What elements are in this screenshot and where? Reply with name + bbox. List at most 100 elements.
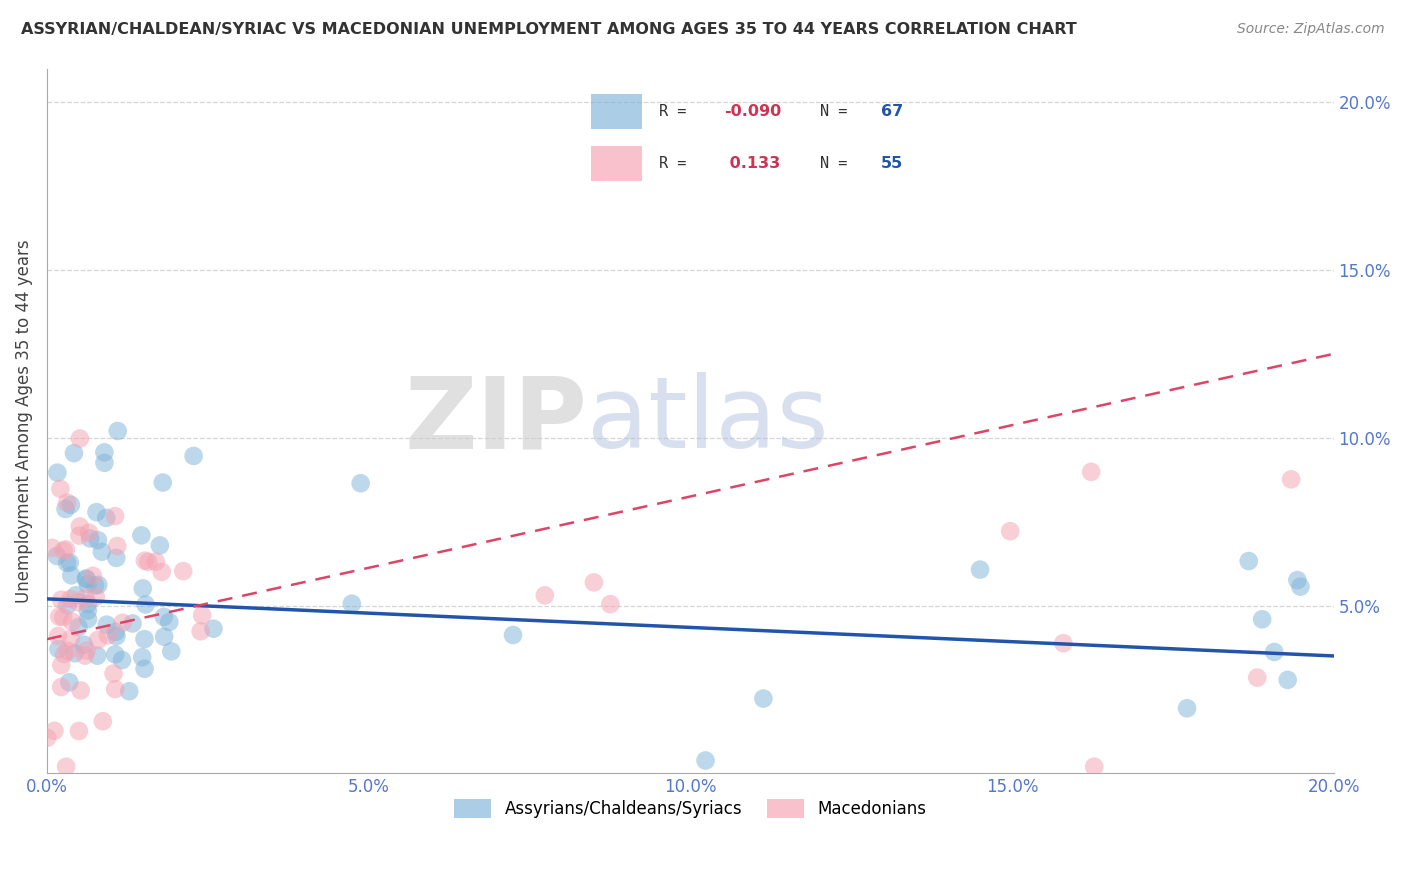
Point <box>87 578 110 592</box>
Point <box>93 456 115 470</box>
Point <box>1237 554 1260 568</box>
Point <box>67 620 90 634</box>
Point <box>153 610 176 624</box>
Point <box>46 466 69 480</box>
Point <box>90 544 112 558</box>
Point <box>69 519 91 533</box>
Point <box>76 643 98 657</box>
Legend: Assyrians/Chaldeans/Syriacs, Macedonians: Assyrians/Chaldeans/Syriacs, Macedonians <box>447 792 932 825</box>
Point <box>45 549 67 563</box>
Point <box>131 650 153 665</box>
Point <box>145 555 167 569</box>
Point <box>111 615 134 630</box>
Point <box>55 760 77 774</box>
Text: ASSYRIAN/CHALDEAN/SYRIAC VS MACEDONIAN UNEMPLOYMENT AMONG AGES 35 TO 44 YEARS CO: ASSYRIAN/CHALDEAN/SYRIAC VS MACEDONIAN U… <box>21 22 1077 37</box>
Point <box>160 644 183 658</box>
Point <box>46 629 69 643</box>
Point <box>86 505 108 519</box>
Point <box>58 675 80 690</box>
Point <box>134 554 156 568</box>
Point <box>55 502 77 516</box>
Point <box>1080 465 1102 479</box>
Point <box>350 476 373 491</box>
Point <box>84 578 107 592</box>
Point <box>56 644 79 658</box>
Point <box>105 539 128 553</box>
Point <box>76 577 98 591</box>
Point <box>60 568 83 582</box>
Point <box>69 432 91 446</box>
Point <box>67 724 90 739</box>
Point <box>1052 636 1074 650</box>
Point <box>582 575 605 590</box>
Point <box>998 524 1021 538</box>
Point <box>49 482 72 496</box>
Point <box>82 569 104 583</box>
Point <box>1251 612 1274 626</box>
Point <box>77 612 100 626</box>
Point <box>533 588 555 602</box>
Point <box>1083 760 1105 774</box>
Point <box>340 597 363 611</box>
Point <box>84 590 107 604</box>
Point <box>65 588 87 602</box>
Point <box>44 723 66 738</box>
Point <box>93 445 115 459</box>
Point <box>87 632 110 647</box>
Point <box>60 632 83 646</box>
Point <box>1286 573 1309 587</box>
Point <box>1289 580 1312 594</box>
Point <box>56 556 79 570</box>
Point <box>56 496 79 510</box>
Point <box>1246 671 1268 685</box>
Point <box>1175 701 1198 715</box>
Point <box>51 680 73 694</box>
Point <box>73 648 96 663</box>
Point <box>63 446 86 460</box>
Point <box>157 615 180 629</box>
Point <box>51 658 73 673</box>
Point <box>77 525 100 540</box>
Point <box>1277 673 1299 687</box>
Point <box>52 610 75 624</box>
Point <box>149 538 172 552</box>
Point <box>96 617 118 632</box>
Point <box>107 424 129 438</box>
Point <box>53 647 76 661</box>
Text: Source: ZipAtlas.com: Source: ZipAtlas.com <box>1237 22 1385 37</box>
Point <box>75 572 97 586</box>
Point <box>153 630 176 644</box>
Point <box>202 622 225 636</box>
Point <box>76 572 98 586</box>
Point <box>1279 472 1302 486</box>
Point <box>599 597 621 611</box>
Point <box>51 592 73 607</box>
Point <box>134 662 156 676</box>
Text: ZIP: ZIP <box>405 373 588 469</box>
Point <box>97 628 120 642</box>
Point <box>69 683 91 698</box>
Point <box>41 541 63 555</box>
Point <box>37 731 59 745</box>
Point <box>152 475 174 490</box>
Point <box>96 511 118 525</box>
Point <box>59 591 82 606</box>
Point <box>76 597 98 611</box>
Point <box>121 616 143 631</box>
Point <box>134 632 156 646</box>
Point <box>48 609 70 624</box>
Point <box>67 528 90 542</box>
Point <box>103 666 125 681</box>
Point <box>104 682 127 697</box>
Point <box>91 714 114 729</box>
Point <box>752 691 775 706</box>
Y-axis label: Unemployment Among Ages 35 to 44 years: Unemployment Among Ages 35 to 44 years <box>15 239 32 603</box>
Point <box>183 449 205 463</box>
Point <box>502 628 524 642</box>
Point <box>55 542 77 557</box>
Point <box>59 498 82 512</box>
Point <box>695 754 717 768</box>
Point <box>48 642 70 657</box>
Point <box>969 563 991 577</box>
Point <box>75 591 97 605</box>
